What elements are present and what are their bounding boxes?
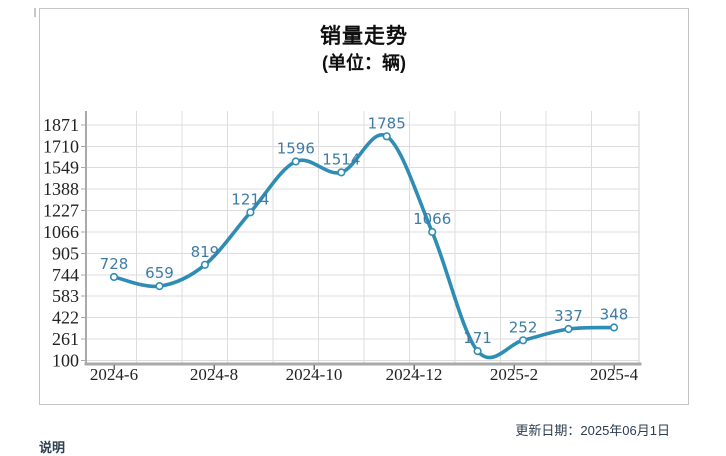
y-tick-label: 744 bbox=[52, 265, 79, 285]
chart-panel: 销量走势 (单位：辆) 100 261 422 583 744 905 1066 1227 13… bbox=[39, 8, 689, 405]
sales-trend-line-chart: 1002614225837449051066122713881549171018… bbox=[43, 111, 642, 384]
y-tick-label: 422 bbox=[52, 308, 79, 328]
y-tick-label: 1710 bbox=[43, 136, 79, 156]
x-tick-label: 2024-8 bbox=[190, 365, 238, 384]
data-label: 1514 bbox=[322, 150, 360, 168]
grid-lines bbox=[86, 111, 640, 363]
chart-title: 销量走势 bbox=[320, 25, 408, 48]
data-label: 1596 bbox=[277, 140, 315, 158]
data-label: 659 bbox=[145, 264, 174, 282]
data-label: 1214 bbox=[231, 190, 269, 208]
data-point-marker bbox=[609, 323, 619, 332]
data-label: 728 bbox=[100, 255, 129, 273]
data-label: 337 bbox=[554, 307, 583, 325]
y-tick-label: 1388 bbox=[43, 179, 79, 199]
data-point-marker bbox=[291, 157, 300, 166]
data-points bbox=[109, 132, 619, 356]
data-point-marker bbox=[519, 336, 528, 345]
y-tick-label: 1227 bbox=[43, 201, 79, 221]
decorative-dash bbox=[34, 8, 36, 17]
data-point-marker bbox=[155, 282, 164, 291]
y-tick-label: 1871 bbox=[43, 115, 79, 135]
y-tick-label: 100 bbox=[52, 351, 79, 371]
x-axis: 2024-6 2024-8 2024-10 2024-12 2025-2 2025-4 bbox=[90, 365, 639, 384]
x-tick-label: 2024-6 bbox=[90, 365, 138, 384]
data-label: 819 bbox=[191, 243, 220, 261]
data-label: 1066 bbox=[413, 210, 451, 228]
note-label: 说明 bbox=[39, 440, 66, 455]
data-point-marker bbox=[382, 132, 391, 141]
data-label: 171 bbox=[463, 329, 492, 347]
y-tick-label: 1549 bbox=[43, 158, 79, 178]
data-labels: 728 659 819 1214 1596 1514 1785 1066 171 252 337 34… bbox=[100, 114, 629, 347]
x-tick-label: 2025-2 bbox=[490, 365, 538, 384]
y-tick-label: 1066 bbox=[43, 222, 79, 242]
data-label: 348 bbox=[600, 306, 629, 324]
x-tick-label: 2024-10 bbox=[286, 365, 343, 384]
data-point-marker bbox=[246, 208, 255, 217]
data-point-marker bbox=[473, 347, 482, 356]
data-point-marker bbox=[428, 227, 437, 237]
data-point-marker bbox=[337, 168, 346, 177]
y-tick-label: 261 bbox=[52, 329, 79, 349]
y-tick-label: 583 bbox=[52, 286, 79, 306]
chart-subtitle: (单位：辆) bbox=[322, 53, 406, 73]
axes bbox=[84, 111, 642, 366]
update-date-label: 更新日期：2025年06月1日 bbox=[515, 423, 670, 438]
data-point-marker bbox=[564, 324, 573, 334]
x-tick-label: 2024-12 bbox=[386, 365, 443, 384]
page: 销量走势 (单位：辆) 100 261 422 583 744 905 1066 1227 13… bbox=[34, 8, 689, 455]
y-tick-label: 905 bbox=[52, 243, 79, 263]
y-axis: 1002614225837449051066122713881549171018… bbox=[43, 115, 86, 371]
data-point-marker bbox=[200, 260, 209, 269]
data-label: 252 bbox=[509, 318, 538, 336]
data-point-marker bbox=[109, 272, 119, 282]
data-label: 1785 bbox=[368, 114, 406, 132]
x-tick-label: 2025-4 bbox=[590, 365, 639, 384]
